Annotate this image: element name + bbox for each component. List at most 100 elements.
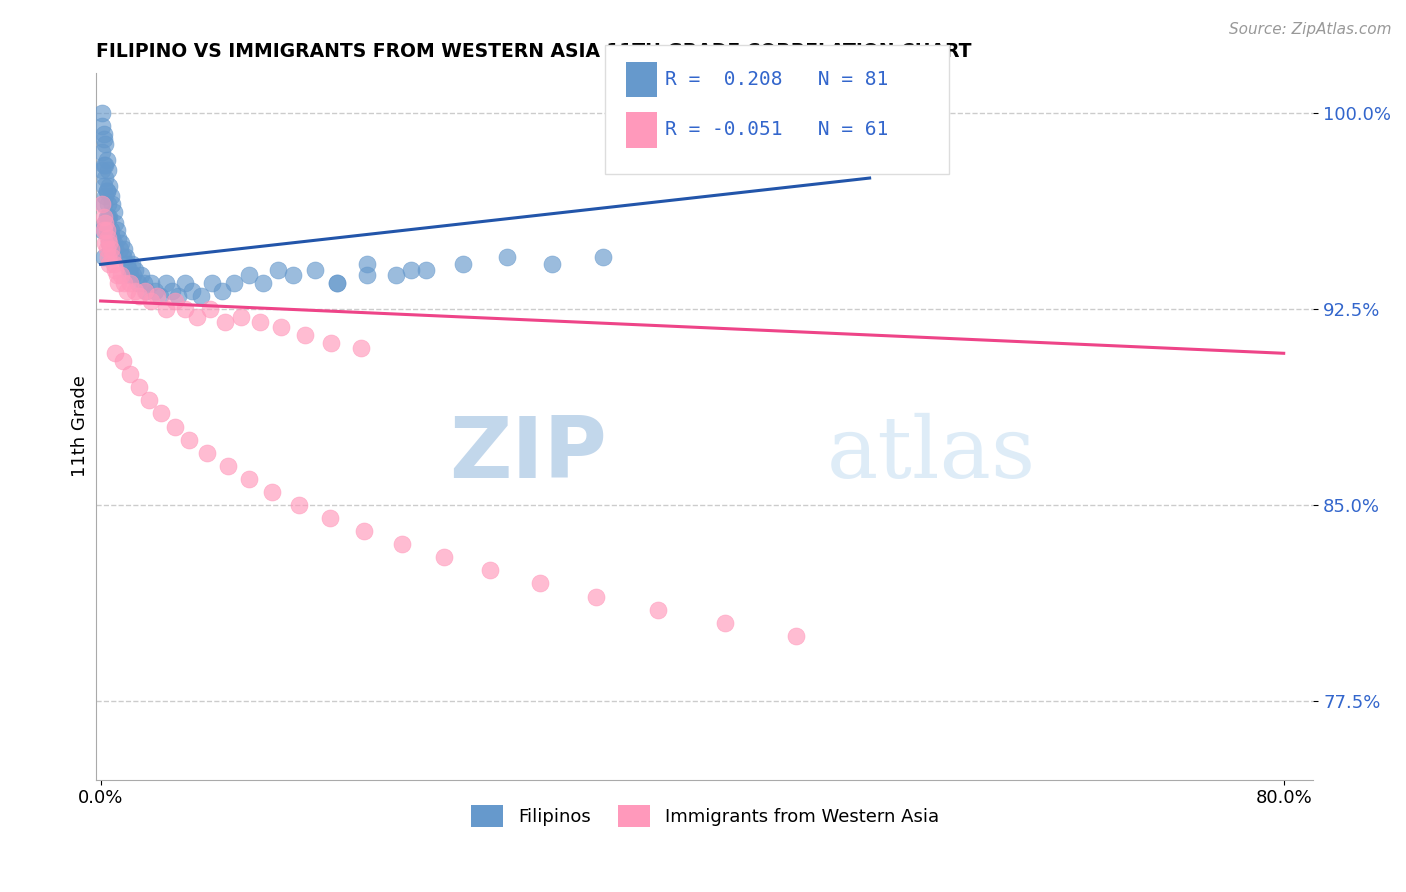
Point: [326, 276, 349, 290]
Point: [128, 380, 150, 394]
Point: [97, 250, 120, 264]
Y-axis label: 11th Grade: 11th Grade: [72, 376, 89, 477]
Point: [98, 178, 121, 193]
Point: [319, 511, 342, 525]
Point: [97, 223, 120, 237]
Point: [115, 257, 138, 271]
Point: [200, 276, 222, 290]
Point: [222, 276, 245, 290]
Point: [252, 276, 274, 290]
Point: [198, 301, 221, 316]
Point: [478, 563, 501, 577]
Point: [155, 301, 177, 316]
Point: [585, 590, 607, 604]
Point: [146, 289, 169, 303]
Point: [96, 184, 118, 198]
Point: [94, 215, 117, 229]
Point: [97, 163, 120, 178]
Point: [94, 171, 117, 186]
Point: [356, 268, 378, 282]
Point: [211, 284, 233, 298]
Point: [93, 250, 115, 264]
Point: [321, 335, 343, 350]
Point: [186, 310, 208, 324]
Point: [122, 268, 145, 282]
Point: [91, 105, 114, 120]
Point: [96, 184, 118, 198]
Point: [120, 368, 142, 382]
Point: [385, 268, 408, 282]
Point: [190, 289, 212, 303]
Point: [844, 105, 866, 120]
Text: atlas: atlas: [827, 413, 1036, 496]
Point: [104, 262, 127, 277]
Point: [181, 284, 204, 298]
Point: [111, 250, 134, 264]
Text: R = -0.051   N = 61: R = -0.051 N = 61: [665, 120, 889, 139]
Point: [103, 257, 125, 271]
Point: [127, 276, 149, 290]
Point: [96, 223, 118, 237]
Point: [214, 315, 236, 329]
Point: [150, 406, 173, 420]
Point: [101, 197, 124, 211]
Point: [143, 284, 166, 298]
Point: [134, 284, 156, 298]
Point: [179, 433, 201, 447]
Point: [238, 472, 260, 486]
Point: [91, 223, 114, 237]
Point: [94, 236, 117, 251]
Point: [103, 205, 125, 219]
Point: [592, 250, 614, 264]
Point: [97, 197, 120, 211]
Point: [267, 262, 290, 277]
Point: [124, 284, 146, 298]
Point: [496, 250, 519, 264]
Point: [101, 231, 124, 245]
Point: [105, 268, 128, 282]
Point: [112, 242, 135, 256]
Point: [112, 276, 135, 290]
Point: [118, 262, 141, 277]
Point: [326, 276, 349, 290]
Text: ZIP: ZIP: [450, 413, 607, 496]
Point: [104, 215, 127, 229]
Point: [391, 537, 413, 551]
Point: [91, 163, 114, 178]
Point: [350, 341, 373, 355]
Point: [217, 458, 239, 473]
Point: [155, 276, 177, 290]
Point: [91, 145, 114, 159]
Point: [163, 419, 186, 434]
Point: [96, 153, 118, 167]
Point: [540, 257, 562, 271]
Point: [98, 211, 121, 225]
Point: [129, 268, 152, 282]
Point: [107, 276, 129, 290]
Point: [114, 250, 136, 264]
Point: [93, 211, 115, 225]
Point: [128, 289, 150, 303]
Point: [124, 262, 146, 277]
Point: [93, 127, 115, 141]
Point: [91, 197, 114, 211]
Point: [103, 236, 125, 251]
Point: [110, 236, 132, 251]
Point: [249, 315, 271, 329]
Legend: Filipinos, Immigrants from Western Asia: Filipinos, Immigrants from Western Asia: [464, 797, 946, 834]
Point: [356, 257, 378, 271]
Point: [785, 629, 807, 643]
Point: [399, 262, 422, 277]
Point: [132, 276, 155, 290]
Point: [229, 310, 252, 324]
Point: [94, 136, 117, 151]
Point: [288, 498, 311, 512]
Point: [174, 301, 197, 316]
Text: FILIPINO VS IMMIGRANTS FROM WESTERN ASIA 11TH GRADE CORRELATION CHART: FILIPINO VS IMMIGRANTS FROM WESTERN ASIA…: [96, 42, 972, 61]
Point: [111, 354, 134, 368]
Point: [149, 289, 172, 303]
Point: [160, 284, 183, 298]
Point: [108, 242, 131, 256]
Point: [433, 550, 456, 565]
Point: [138, 393, 160, 408]
